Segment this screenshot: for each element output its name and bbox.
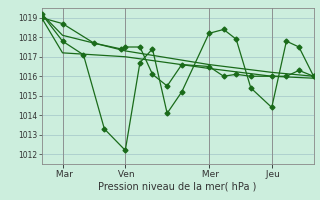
X-axis label: Pression niveau de la mer( hPa ): Pression niveau de la mer( hPa ) (99, 181, 257, 191)
